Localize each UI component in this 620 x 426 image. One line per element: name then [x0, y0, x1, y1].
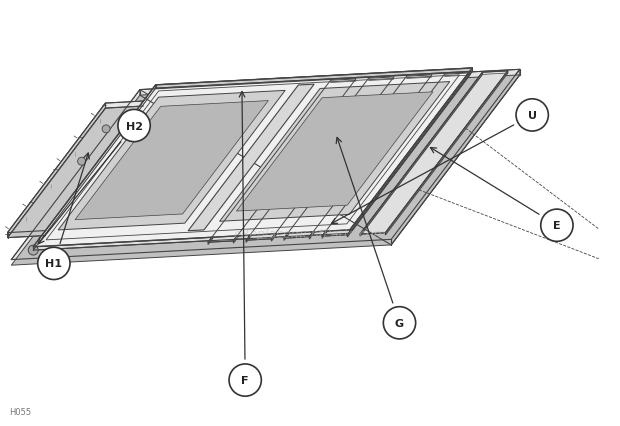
- Polygon shape: [11, 76, 520, 265]
- Circle shape: [383, 307, 415, 339]
- Polygon shape: [246, 78, 394, 241]
- Polygon shape: [284, 77, 407, 241]
- Polygon shape: [11, 70, 520, 260]
- Polygon shape: [233, 80, 356, 244]
- Circle shape: [78, 158, 86, 166]
- Text: H055: H055: [9, 407, 32, 416]
- Polygon shape: [33, 230, 350, 250]
- Polygon shape: [58, 91, 285, 230]
- Polygon shape: [236, 92, 433, 212]
- Text: U: U: [528, 111, 537, 121]
- Polygon shape: [284, 76, 432, 239]
- Polygon shape: [219, 82, 450, 222]
- Circle shape: [102, 126, 110, 133]
- Text: H1: H1: [45, 259, 63, 269]
- Polygon shape: [188, 85, 314, 231]
- Text: H2: H2: [126, 121, 143, 131]
- Circle shape: [29, 245, 38, 256]
- Text: E: E: [553, 221, 560, 231]
- Polygon shape: [75, 101, 268, 220]
- Circle shape: [118, 110, 150, 142]
- Polygon shape: [7, 107, 143, 238]
- Text: eReplacementParts.com: eReplacementParts.com: [234, 228, 386, 241]
- Circle shape: [541, 210, 573, 242]
- Text: F: F: [241, 375, 249, 385]
- Text: G: G: [395, 318, 404, 328]
- Polygon shape: [33, 86, 156, 250]
- Polygon shape: [309, 76, 432, 239]
- Polygon shape: [246, 79, 368, 243]
- Polygon shape: [208, 81, 330, 245]
- Polygon shape: [140, 90, 391, 245]
- Circle shape: [229, 364, 262, 396]
- Polygon shape: [7, 104, 105, 238]
- Polygon shape: [272, 78, 394, 242]
- Polygon shape: [33, 69, 472, 247]
- Circle shape: [38, 248, 70, 280]
- Polygon shape: [360, 72, 508, 235]
- Polygon shape: [322, 75, 445, 239]
- Polygon shape: [386, 72, 508, 236]
- Polygon shape: [7, 102, 143, 233]
- Polygon shape: [322, 74, 470, 236]
- Circle shape: [516, 100, 548, 132]
- Polygon shape: [391, 70, 520, 245]
- Polygon shape: [156, 69, 472, 89]
- Polygon shape: [360, 73, 482, 237]
- Polygon shape: [208, 80, 356, 243]
- Polygon shape: [350, 69, 472, 234]
- Polygon shape: [347, 74, 470, 237]
